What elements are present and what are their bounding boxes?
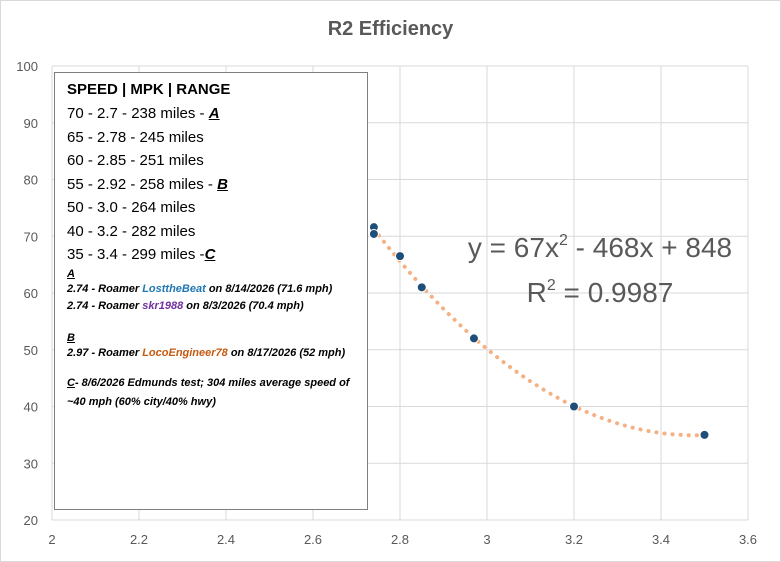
note-a1: 2.74 - Roamer LosttheBeat on 8/14/2026 (…	[67, 282, 333, 295]
data-point	[395, 251, 405, 262]
y-tick-label: 30	[24, 456, 38, 471]
annotation-box: SPEED | MPK | RANGE 70 - 2.7 - 238 miles…	[54, 72, 368, 510]
y-tick-label: 70	[24, 229, 38, 244]
marker-b: B	[217, 175, 228, 193]
trendline-equation: y = 67x2 - 468x + 848 R2 = 0.9987	[440, 222, 760, 312]
speed-row-40: 40 - 3.2 - 282 miles	[67, 220, 357, 244]
annotation-header: SPEED | MPK | RANGE	[67, 81, 231, 98]
y-tick-label: 50	[24, 343, 38, 358]
speed-row-text: 65 - 2.78 - 245 miles	[67, 128, 204, 146]
x-tick-label: 3.2	[565, 532, 583, 547]
speed-row-35: 35 - 3.4 - 299 miles -C	[67, 243, 357, 267]
x-tick-label: 2.2	[130, 532, 148, 547]
speed-row-65: 65 - 2.78 - 245 miles	[67, 126, 357, 150]
data-point	[468, 333, 479, 344]
x-tick-label: 2.6	[304, 532, 322, 547]
note-a-letter: A	[67, 267, 75, 280]
note-a2: 2.74 - Roamer skr1988 on 8/3/2026 (70.4 …	[67, 299, 304, 312]
x-tick-label: 3.4	[652, 532, 670, 547]
speed-row-70: 70 - 2.7 - 238 miles - A	[67, 102, 357, 126]
chart-title: R2 Efficiency	[327, 18, 454, 40]
username-link[interactable]: LosttheBeat	[142, 282, 206, 295]
data-point	[699, 429, 710, 440]
x-tick-label: 2	[48, 532, 55, 547]
x-tick-label: 3	[483, 532, 490, 547]
data-point	[569, 401, 579, 412]
note-b-letter: B	[67, 331, 75, 344]
r-squared-line: R2 = 0.9987	[526, 277, 674, 308]
data-point	[368, 228, 379, 239]
speed-row-text: 55 - 2.92 - 258 miles -	[67, 175, 218, 193]
x-tick-label: 3.6	[739, 532, 757, 547]
note-c: C- 8/6/2026 Edmunds test; 304 miles aver…	[67, 376, 350, 408]
speed-row-55: 55 - 2.92 - 258 miles - B	[67, 173, 357, 197]
speed-row-text: 35 - 3.4 - 299 miles -	[67, 246, 205, 263]
y-tick-label: 20	[24, 513, 38, 528]
speed-row-50: 50 - 3.0 - 264 miles	[67, 196, 357, 220]
x-tick-label: 2.8	[391, 532, 409, 547]
speed-row-60: 60 - 2.85 - 251 miles	[67, 149, 357, 173]
username-link[interactable]: skr1988	[142, 299, 184, 312]
speed-row-text: 50 - 3.0 - 264 miles	[67, 199, 196, 216]
speed-row-text: 60 - 2.85 - 251 miles	[67, 152, 204, 169]
data-point	[416, 282, 427, 293]
y-tick-label: 60	[24, 286, 38, 301]
note-b1: 2.97 - Roamer LocoEngineer78 on 8/17/202…	[67, 346, 346, 359]
y-tick-label: 80	[24, 173, 38, 188]
marker-a: A	[208, 105, 220, 122]
equation-line: y = 67x2 - 468x + 848	[467, 232, 733, 263]
y-tick-label: 40	[24, 400, 38, 415]
trendline	[371, 227, 707, 438]
username-link[interactable]: LocoEngineer78	[142, 346, 228, 359]
x-tick-label: 2.4	[217, 532, 235, 547]
y-tick-label: 100	[16, 59, 38, 74]
speed-row-text: 70 - 2.7 - 238 miles -	[67, 105, 209, 122]
marker-c: C	[204, 246, 216, 263]
speed-row-text: 40 - 3.2 - 282 miles	[67, 222, 196, 240]
y-tick-label: 90	[24, 116, 38, 131]
